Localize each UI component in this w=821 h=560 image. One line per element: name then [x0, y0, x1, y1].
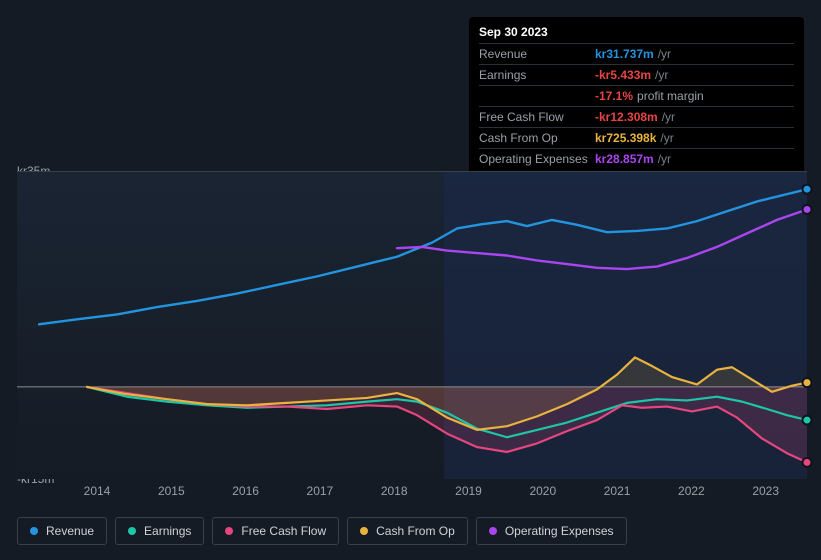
tooltip-row-value: -kr5.433m/yr	[595, 68, 668, 82]
tooltip-row-label: Revenue	[479, 47, 595, 61]
series-end-dot[interactable]	[803, 185, 812, 194]
x-axis-label: 2021	[604, 484, 631, 498]
x-axis-label: 2022	[678, 484, 705, 498]
legend-label: Earnings	[144, 524, 191, 538]
x-axis-label: 2023	[752, 484, 779, 498]
tooltip-row-value: -17.1%profit margin	[595, 89, 704, 103]
legend-label: Free Cash Flow	[241, 524, 326, 538]
legend-dot-icon	[360, 527, 368, 535]
legend-label: Revenue	[46, 524, 94, 538]
series-end-dot[interactable]	[803, 205, 812, 214]
tooltip-row-label: Cash From Op	[479, 131, 595, 145]
x-axis-label: 2014	[84, 484, 111, 498]
series-end-dot[interactable]	[803, 416, 812, 425]
tooltip-row-label: Free Cash Flow	[479, 110, 595, 124]
legend-item[interactable]: Operating Expenses	[476, 517, 627, 545]
legend-dot-icon	[128, 527, 136, 535]
legend-item[interactable]: Cash From Op	[347, 517, 468, 545]
tooltip-row: Earnings-kr5.433m/yr	[479, 64, 794, 85]
plot-area[interactable]	[17, 171, 807, 479]
legend-item[interactable]: Earnings	[115, 517, 204, 545]
x-axis-label: 2019	[455, 484, 482, 498]
chart: kr35mkr0-kr15m 2014201520162017201820192…	[17, 158, 807, 543]
tooltip-row: Revenuekr31.737m/yr	[479, 43, 794, 64]
legend-dot-icon	[489, 527, 497, 535]
x-axis-label: 2018	[381, 484, 408, 498]
tooltip-row-value: kr31.737m/yr	[595, 47, 671, 61]
tooltip-row: Free Cash Flow-kr12.308m/yr	[479, 106, 794, 127]
legend-label: Cash From Op	[376, 524, 455, 538]
tooltip-row: Cash From Opkr725.398k/yr	[479, 127, 794, 148]
legend: Revenue Earnings Free Cash Flow Cash From O…	[17, 517, 627, 545]
tooltip-date: Sep 30 2023	[479, 23, 794, 43]
legend-label: Operating Expenses	[505, 524, 614, 538]
x-axis-label: 2015	[158, 484, 185, 498]
legend-dot-icon	[30, 527, 38, 535]
tooltip-row: -17.1%profit margin	[479, 85, 794, 106]
tooltip-row-value: -kr12.308m/yr	[595, 110, 675, 124]
tooltip: Sep 30 2023 Revenuekr31.737m/yrEarnings-…	[469, 17, 804, 175]
x-axis-label: 2017	[307, 484, 334, 498]
tooltip-row-label: Earnings	[479, 68, 595, 82]
x-axis-label: 2016	[232, 484, 259, 498]
tooltip-row-value: kr725.398k/yr	[595, 131, 674, 145]
x-axis-label: 2020	[529, 484, 556, 498]
legend-dot-icon	[225, 527, 233, 535]
legend-item[interactable]: Free Cash Flow	[212, 517, 339, 545]
series-end-dot[interactable]	[803, 378, 812, 387]
legend-item[interactable]: Revenue	[17, 517, 107, 545]
series-end-dot[interactable]	[803, 458, 812, 467]
